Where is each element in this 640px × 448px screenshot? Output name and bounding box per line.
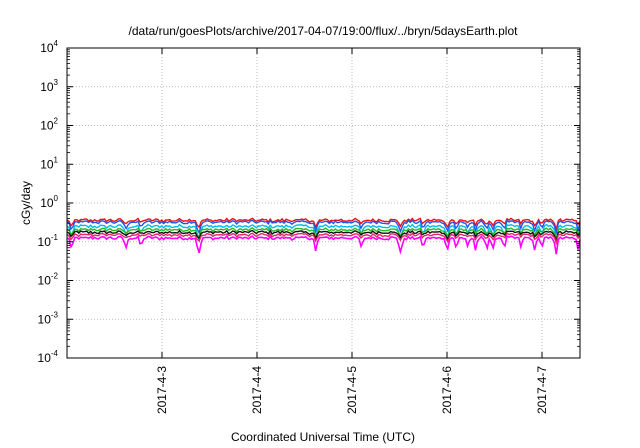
y-tick-label: 101 [40, 155, 58, 171]
series-line [66, 219, 581, 235]
y-tick-label: 100 [40, 194, 58, 210]
x-tick-label: 2017-4-4 [250, 366, 264, 414]
y-tick-label: 104 [40, 39, 58, 55]
grid [67, 48, 580, 358]
y-tick-label: 10-3 [38, 310, 59, 326]
plot-frame [66, 47, 581, 359]
y-tick-label: 102 [40, 117, 58, 133]
series-line [66, 232, 581, 246]
x-tick-label: 2017-4-6 [440, 366, 454, 414]
x-tick-label: 2017-4-5 [345, 366, 359, 414]
series-line [66, 234, 581, 255]
y-tick-label: 10-1 [38, 233, 59, 249]
y-axis-label: cGy/day [19, 181, 33, 225]
x-axis: 2017-4-3 2017-4-4 2017-4-5 2017-4-6 2017-4-7 [155, 48, 549, 414]
y-tick-label: 103 [40, 78, 58, 94]
y-tick-label: 10-4 [38, 349, 59, 365]
y-tick-label: 10-2 [38, 272, 59, 288]
x-tick-label: 2017-4-3 [155, 366, 169, 414]
x-tick-label: 2017-4-7 [535, 366, 549, 414]
series-line [66, 229, 581, 244]
series-line [66, 223, 581, 243]
x-axis-label: Coordinated Universal Time (UTC) [231, 430, 415, 444]
y-axis: 104 103 102 101 100 10-1 10-2 10-3 10-4 [38, 39, 580, 365]
chart-title: /data/run/goesPlots/archive/2017-04-07/1… [129, 24, 519, 38]
series-line [66, 227, 581, 242]
series-layer [66, 217, 581, 255]
series-line [66, 217, 581, 232]
